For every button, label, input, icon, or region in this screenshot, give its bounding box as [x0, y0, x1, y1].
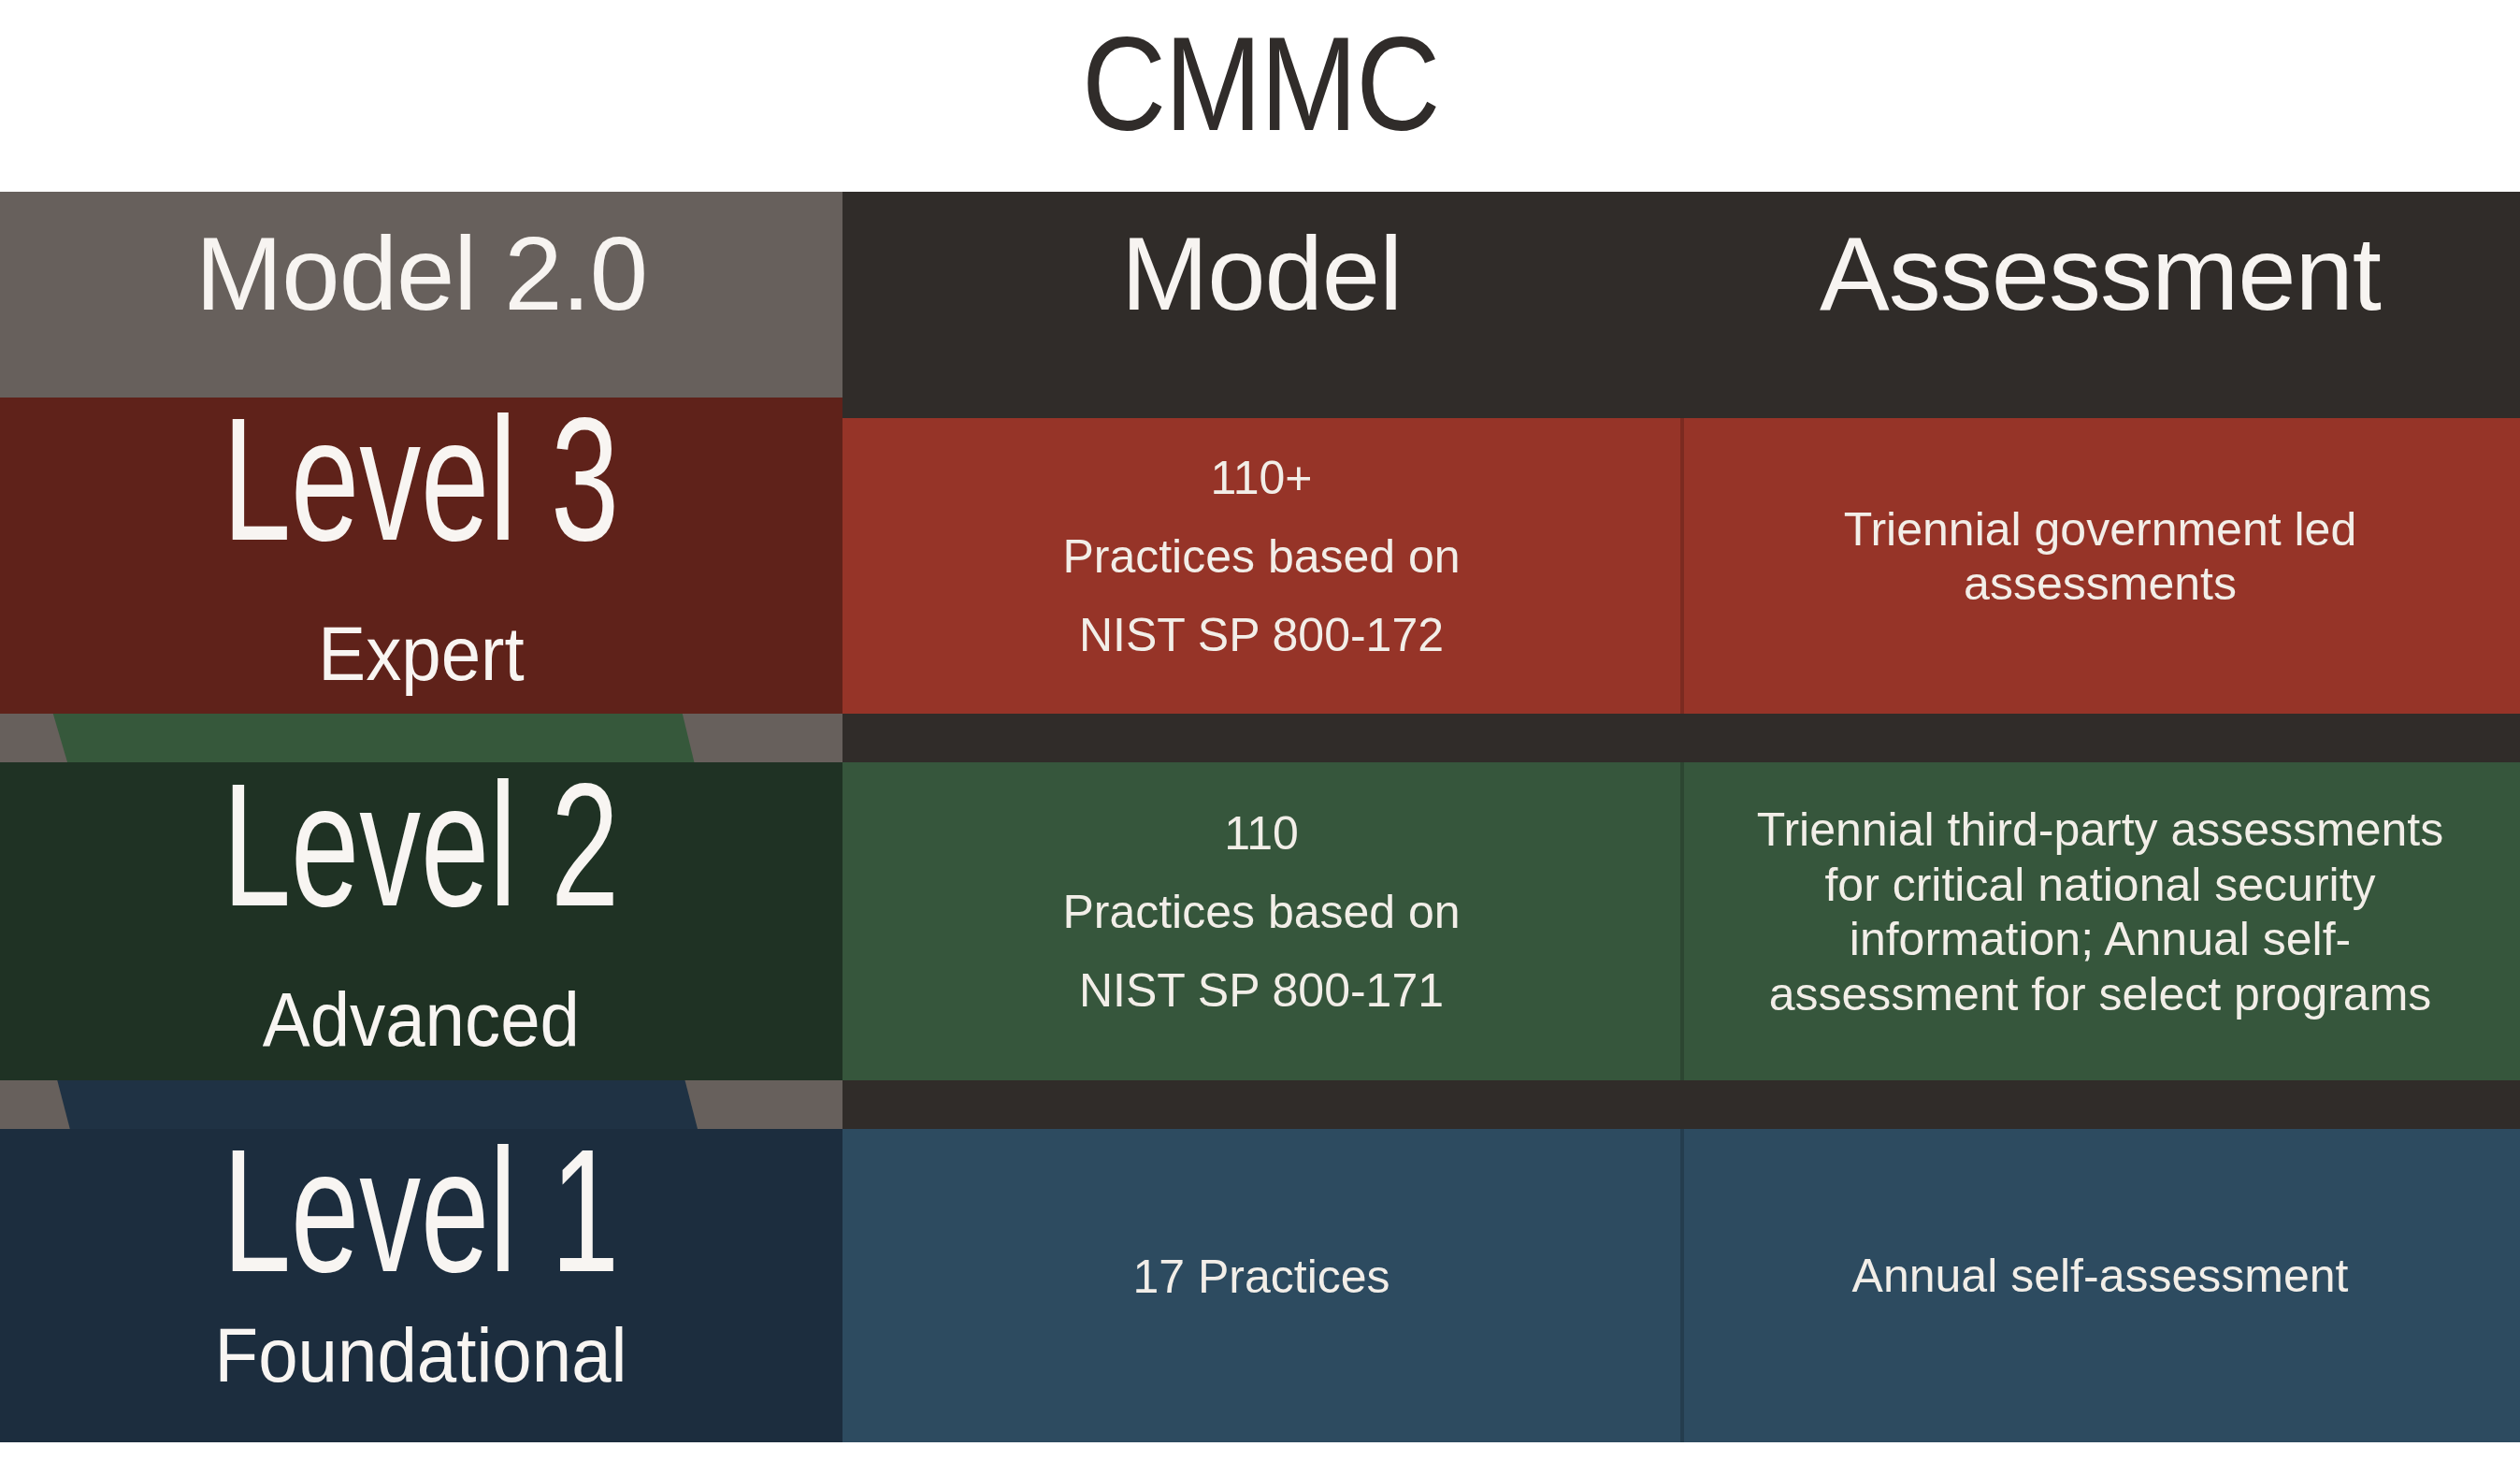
level2-assessment-line: Triennial third-party assessments: [1757, 803, 2444, 858]
level3-name: Level 3: [223, 391, 619, 567]
level3-model-line: Practices based on: [1062, 517, 1460, 596]
column-model: Model 110+ Practices based on NIST SP 80…: [842, 192, 1680, 1442]
level1-assessment-text: Annual self-assessment: [1852, 1249, 2349, 1304]
row-separator: [1680, 714, 2520, 762]
column-model-2-0: Model 2.0 Level 3 Expert Level 2 Advance…: [0, 192, 842, 1442]
page-title: CMMC: [0, 7, 2520, 160]
level1-model-text: 17 Practices: [1132, 1237, 1390, 1316]
level2-assessment-content: Triennial third-party assessments for cr…: [1680, 762, 2520, 1080]
level1-model-content: 17 Practices: [842, 1129, 1680, 1442]
level1-tier: Foundational: [215, 1317, 627, 1394]
level1-assessment-cell: Annual self-assessment: [1680, 1129, 2520, 1442]
header-model-2-0: Model 2.0: [0, 192, 842, 398]
level2-assessment-text: Triennial third-party assessments for cr…: [1757, 803, 2444, 1021]
level2-model-line: 110: [1062, 794, 1460, 873]
page-title-text: CMMC: [1082, 7, 1439, 160]
level3-assessment-line: Triennial government led: [1844, 502, 2356, 557]
level3-model-text: 110+ Practices based on NIST SP 800-172: [1062, 439, 1460, 674]
level2-assessment-line: assessment for select programs: [1757, 967, 2444, 1022]
row-separator: [842, 714, 1680, 762]
level1-cell: Level 1 Foundational: [0, 1129, 842, 1442]
header-model: Model: [842, 192, 1680, 418]
level3-model-line: 110+: [1062, 439, 1460, 517]
level1-model-line: 17 Practices: [1132, 1237, 1390, 1316]
level3-assessment-cell: Triennial government led assessments: [1680, 418, 2520, 714]
level2-name: Level 2: [223, 757, 619, 933]
level2-model-text: 110 Practices based on NIST SP 800-171: [1062, 794, 1460, 1030]
level3-model-cell: 110+ Practices based on NIST SP 800-172: [842, 418, 1680, 714]
level2-tier: Advanced: [263, 981, 580, 1058]
level2-model-content: 110 Practices based on NIST SP 800-171: [842, 762, 1680, 1080]
level3-cell: Level 3 Expert: [0, 398, 842, 714]
level3-assessment-line: assessments: [1844, 557, 2356, 612]
column-assessment: Assessment Triennial government led asse…: [1680, 192, 2520, 1442]
header-assessment: Assessment: [1680, 192, 2520, 418]
level2-assessment-cell: Triennial third-party assessments for cr…: [1680, 762, 2520, 1080]
level3-assessment-content: Triennial government led assessments: [1680, 418, 2520, 714]
level2-assessment-line: for critical national security: [1757, 858, 2444, 913]
level2-cell: Level 2 Advanced: [0, 762, 842, 1080]
header-model-2-0-label: Model 2.0: [0, 192, 842, 335]
header-model-label: Model: [842, 192, 1680, 335]
level2-assessment-line: information; Annual self-: [1757, 912, 2444, 967]
row-separator: [1680, 1080, 2520, 1129]
row-separator: [842, 1080, 1680, 1129]
cmmc-infographic: CMMC Model 2.0 Level 3 Expert Level 2 Ad…: [0, 0, 2520, 1461]
level3-assessment-text: Triennial government led assessments: [1844, 502, 2356, 612]
level2-model-cell: 110 Practices based on NIST SP 800-171: [842, 762, 1680, 1080]
level1-assessment-content: Annual self-assessment: [1680, 1129, 2520, 1442]
level1-model-cell: 17 Practices: [842, 1129, 1680, 1442]
level1-name: Level 1: [223, 1122, 619, 1298]
level2-model-line: NIST SP 800-171: [1062, 951, 1460, 1030]
level2-model-line: Practices based on: [1062, 873, 1460, 951]
header-assessment-label: Assessment: [1680, 192, 2520, 335]
level3-tier: Expert: [318, 615, 524, 692]
level1-assessment-line: Annual self-assessment: [1852, 1249, 2349, 1304]
level3-model-content: 110+ Practices based on NIST SP 800-172: [842, 418, 1680, 714]
level3-model-line: NIST SP 800-172: [1062, 596, 1460, 674]
